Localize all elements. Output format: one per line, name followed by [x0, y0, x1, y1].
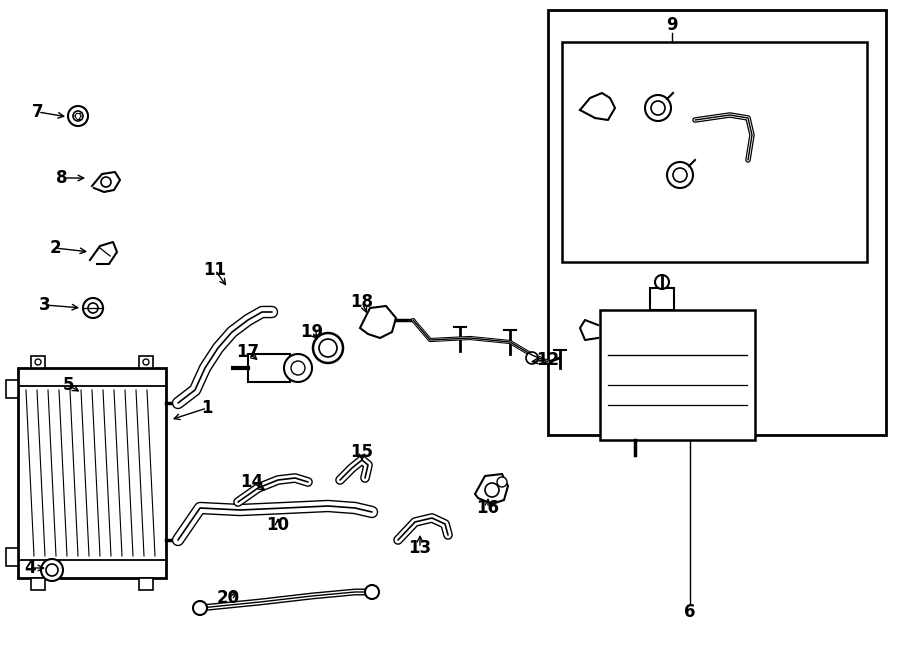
Text: 3: 3 — [40, 296, 50, 314]
Bar — [548, 10, 886, 435]
Text: 16: 16 — [476, 499, 500, 517]
Text: 14: 14 — [240, 473, 264, 491]
Text: 15: 15 — [350, 443, 374, 461]
Circle shape — [41, 559, 63, 581]
Circle shape — [319, 339, 337, 357]
Circle shape — [143, 359, 149, 365]
Circle shape — [291, 361, 305, 375]
Circle shape — [73, 111, 83, 121]
Circle shape — [284, 354, 312, 382]
Text: 17: 17 — [237, 343, 259, 361]
Circle shape — [83, 298, 103, 318]
Bar — [31, 356, 45, 368]
Bar — [248, 354, 290, 382]
Text: 11: 11 — [203, 261, 227, 279]
Text: 10: 10 — [266, 516, 290, 534]
Bar — [650, 288, 674, 310]
Text: 9: 9 — [666, 16, 678, 34]
Text: 20: 20 — [216, 589, 239, 607]
Circle shape — [655, 275, 669, 289]
Circle shape — [645, 95, 671, 121]
Text: 12: 12 — [536, 351, 560, 369]
Circle shape — [365, 585, 379, 599]
Bar — [600, 310, 755, 440]
Circle shape — [46, 564, 58, 576]
Text: 5: 5 — [62, 376, 74, 394]
Circle shape — [485, 483, 499, 497]
Bar — [139, 356, 153, 368]
Circle shape — [526, 352, 538, 364]
Bar — [31, 578, 45, 590]
Polygon shape — [360, 306, 396, 338]
Circle shape — [313, 333, 343, 363]
Bar — [139, 578, 153, 590]
Circle shape — [497, 477, 507, 487]
Circle shape — [651, 101, 665, 115]
Text: 6: 6 — [684, 603, 696, 621]
Text: 2: 2 — [50, 239, 61, 257]
Bar — [6, 380, 18, 398]
Bar — [6, 548, 18, 566]
Text: 13: 13 — [409, 539, 432, 557]
Text: 8: 8 — [56, 169, 68, 187]
Text: 4: 4 — [24, 559, 36, 577]
Text: 1: 1 — [202, 399, 212, 417]
Circle shape — [667, 162, 693, 188]
Bar — [18, 368, 166, 578]
Circle shape — [68, 106, 88, 126]
Text: 7: 7 — [32, 103, 44, 121]
Text: 18: 18 — [350, 293, 374, 311]
Polygon shape — [475, 474, 508, 504]
Text: 19: 19 — [301, 323, 324, 341]
Circle shape — [673, 168, 687, 182]
Circle shape — [88, 303, 98, 313]
Circle shape — [35, 359, 41, 365]
Circle shape — [193, 601, 207, 615]
Bar — [562, 42, 867, 262]
Circle shape — [101, 177, 111, 187]
